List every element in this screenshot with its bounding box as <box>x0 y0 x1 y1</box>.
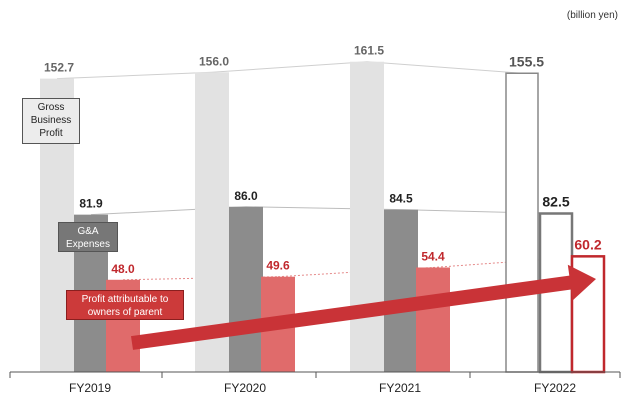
ga-bar <box>229 206 263 372</box>
ga-value-label: 86.0 <box>234 189 258 203</box>
profit-value-label: 60.2 <box>574 236 601 252</box>
growth-arrow <box>131 264 596 350</box>
x-tick-label: FY2019 <box>69 381 111 395</box>
x-tick-label: FY2021 <box>379 381 421 395</box>
profit-value-label: 48.0 <box>111 262 135 276</box>
profit-bar <box>416 267 450 372</box>
x-tick-label: FY2020 <box>224 381 266 395</box>
profit-value-label: 49.6 <box>266 259 290 273</box>
gross-connector-line <box>56 71 213 80</box>
unit-label: (billion yen) <box>566 10 618 21</box>
gross-value-label: 152.7 <box>44 61 74 75</box>
gross-bar <box>350 61 384 372</box>
gross-bar <box>505 72 539 373</box>
ga-value-label: 84.5 <box>389 192 413 206</box>
gross-value-label: 156.0 <box>199 54 229 68</box>
gross-connector-line <box>366 61 523 74</box>
x-tick-label: FY2022 <box>534 381 576 395</box>
ga-expenses-series-label: G&A Expenses <box>58 222 118 252</box>
gross-connector-line <box>211 61 368 73</box>
gross-value-label: 155.5 <box>509 53 544 69</box>
gross-value-label: 161.5 <box>354 44 384 58</box>
gross-bar <box>195 72 229 373</box>
gross-profit-series-label: Gross Business Profit <box>22 98 80 144</box>
ga-value-label: 81.9 <box>79 197 103 211</box>
profit-value-label: 54.4 <box>421 249 445 263</box>
profit-series-label: Profit attributable to owners of parent <box>66 290 184 320</box>
ga-value-label: 82.5 <box>542 194 569 210</box>
ga-bar <box>384 209 418 372</box>
